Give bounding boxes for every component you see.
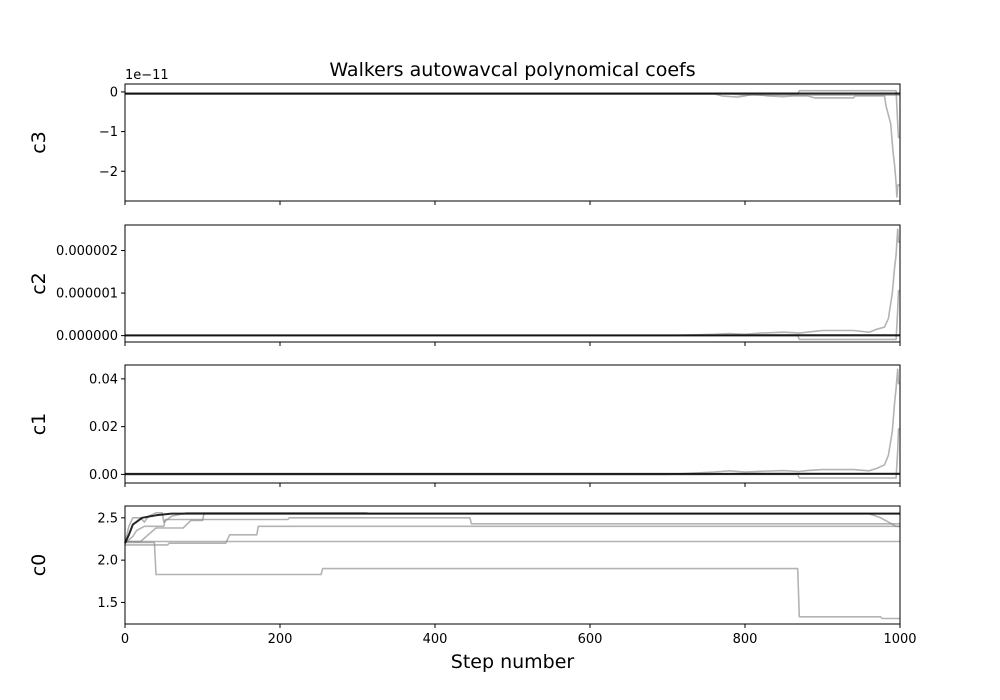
y-tick-label: −2 (99, 165, 118, 180)
y-tick-label: 0 (110, 85, 118, 100)
y-tick-label: 2.0 (97, 554, 118, 569)
walker-line-c0-2 (124, 517, 900, 544)
y-tick-label: −1 (99, 125, 118, 140)
walker-line-c3-1 (125, 89, 900, 139)
x-tick-label: 400 (423, 632, 448, 647)
y-tick-label: 0.00 (89, 468, 118, 483)
subplot-c2: 0.000000 0.000001 0.000002 c2 (28, 224, 901, 346)
median-line-c0-6 (124, 512, 900, 544)
x-tick-label: 1000 (883, 632, 916, 647)
walker-line-c3-0 (125, 93, 900, 198)
axes-frame-c3 (124, 83, 901, 202)
y-axis-label-c1: c1 (28, 413, 50, 436)
subplot-c0: 1.5 2.0 2.5 0 200 400 600 800 1000 c0 (28, 505, 917, 647)
subplot-c1: 0.00 0.02 0.04 c1 (28, 364, 901, 487)
y-axis-label-c2: c2 (28, 272, 50, 295)
axis-offset-text: 1e−11 (125, 68, 169, 83)
x-tick-label: 600 (578, 632, 603, 647)
walker-line-c2-0 (125, 228, 900, 337)
y-axis-label-c0: c0 (28, 554, 50, 577)
y-tick-label: 2.5 (97, 511, 118, 526)
subplot-c3: 0 −1 −2 c3 1e−11 (28, 68, 901, 205)
y-tick-label: 0.04 (89, 372, 118, 387)
axes-frame-c0 (124, 505, 901, 625)
y-axis-label-c3: c3 (28, 131, 50, 154)
walker-line-c0-4 (125, 525, 900, 546)
walker-line-c0-0 (125, 541, 900, 620)
walker-line-c1-0 (125, 368, 900, 476)
subplots: 0−1−2c31e−110.0000000.0000010.000002c20.… (28, 68, 917, 647)
x-axis-label: Step number (451, 651, 575, 673)
y-tick-label: 0.000000 (56, 329, 118, 344)
axes-frame-c2 (124, 224, 901, 343)
y-tick-label: 1.5 (97, 596, 118, 611)
walker-line-c0-3 (125, 512, 900, 543)
y-tick-label: 0.02 (89, 420, 118, 435)
y-tick-label: 0.000001 (56, 287, 118, 302)
x-tick-label: 800 (733, 632, 758, 647)
walker-line-c0-5 (124, 511, 900, 544)
chart-title: Walkers autowavcal polynomical coefs (329, 59, 695, 81)
x-tick-label: 200 (268, 632, 293, 647)
y-tick-label: 0.000002 (56, 244, 118, 259)
x-tick-label: 0 (121, 632, 129, 647)
axes-frame-c1 (124, 364, 901, 484)
